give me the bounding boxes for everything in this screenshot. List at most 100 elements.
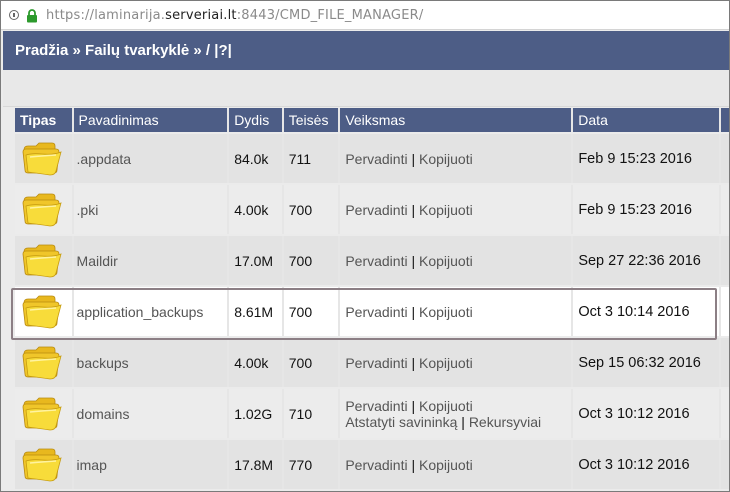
toolbar-area (3, 70, 729, 107)
folder-icon[interactable] (22, 446, 62, 484)
file-size: 4.00k (229, 185, 282, 234)
actions-line: Atstatyti savininką | Rekursyviai (345, 414, 541, 430)
url-suffix: :8443/CMD_FILE_MANAGER/ (236, 7, 424, 23)
breadcrumb-bar: Pradžia » Failų tvarkyklė » / |?| (3, 31, 729, 70)
file-permissions[interactable]: 700 (283, 236, 339, 285)
file-name-link[interactable]: application_backups (73, 287, 228, 336)
copy-link[interactable]: Kopijuoti (419, 201, 473, 218)
url-prefix: https://laminarija. (46, 7, 166, 23)
rename-link[interactable]: Pervadinti (345, 150, 408, 167)
folder-icon[interactable] (22, 140, 62, 178)
file-permissions[interactable]: 700 (283, 185, 339, 234)
copy-link[interactable]: Kopijuoti (419, 150, 473, 167)
action-separator: | (411, 456, 416, 473)
action-separator: | (411, 201, 416, 218)
action-separator: | (411, 397, 416, 414)
breadcrumb[interactable]: Pradžia » Failų tvarkyklė » / |?| (15, 42, 232, 59)
rename-link[interactable]: Pervadinti (345, 201, 408, 218)
file-date: Oct 3 10:12 2016 (573, 440, 720, 489)
actions-cell: Pervadinti | Kopijuoti (340, 338, 572, 387)
copy-link[interactable]: Kopijuoti (419, 354, 473, 371)
file-size: 17.0M (229, 236, 282, 285)
table-row[interactable]: .appdata 84.0k 711 Pervadinti | Kopijuoti Fe… (15, 134, 729, 183)
column-header-size[interactable]: Dydis (229, 108, 282, 132)
column-header-type[interactable]: Tipas (15, 108, 72, 132)
rename-link[interactable]: Pervadinti (345, 354, 408, 371)
file-date: Oct 3 10:14 2016 (573, 287, 720, 336)
actions-line: Pervadinti | Kopijuoti (345, 151, 472, 167)
actions-cell: Pervadinti | Kopijuoti (340, 287, 572, 336)
table-row[interactable]: imap 17.8M 770 Pervadinti | Kopijuoti Oct 3 … (15, 440, 729, 489)
folder-icon-cell[interactable] (15, 287, 72, 336)
file-date: Oct 3 10:12 2016 (573, 389, 720, 438)
actions-cell: Pervadinti | Kopijuoti Atstatyti savinink… (340, 389, 572, 438)
folder-icon[interactable] (22, 395, 62, 433)
table-row[interactable]: Maildir 17.0M 700 Pervadinti | Kopijuoti Sep… (15, 236, 729, 285)
file-date: Feb 9 15:23 2016 (573, 134, 720, 183)
folder-icon[interactable] (22, 242, 62, 280)
folder-icon-cell[interactable] (15, 134, 72, 183)
table-row[interactable]: domains 1.02G 710 Pervadinti | Kopijuoti Ats… (15, 389, 729, 438)
column-header-name[interactable]: Pavadinimas (73, 108, 228, 132)
copy-link[interactable]: Kopijuoti (419, 252, 473, 269)
lock-icon[interactable] (26, 8, 38, 23)
file-name-link[interactable]: backups (73, 338, 228, 387)
info-icon[interactable] (9, 10, 19, 20)
file-table: Tipas Pavadinimas Dydis Teisės Veiksmas … (15, 108, 729, 489)
folder-icon-cell[interactable] (15, 185, 72, 234)
file-name-link[interactable]: .pki (73, 185, 228, 234)
column-header-permissions[interactable]: Teisės (283, 108, 339, 132)
copy-link[interactable]: Kopijuoti (419, 456, 473, 473)
column-header-end (721, 108, 729, 132)
address-bar[interactable]: https://laminarija.serveriai.lt:8443/CMD… (1, 1, 729, 30)
rename-link[interactable]: Pervadinti (345, 303, 408, 320)
file-size: 17.8M (229, 440, 282, 489)
file-name-link[interactable]: Maildir (73, 236, 228, 285)
table-row[interactable]: .pki 4.00k 700 Pervadinti | Kopijuoti Feb 9 … (15, 185, 729, 234)
rename-link[interactable]: Pervadinti (345, 397, 408, 414)
rename-link[interactable]: Pervadinti (345, 456, 408, 473)
copy-link[interactable]: Kopijuoti (419, 397, 473, 414)
action-separator: | (411, 303, 416, 320)
row-end-cell (721, 440, 729, 489)
file-size: 1.02G (229, 389, 282, 438)
folder-icon-cell[interactable] (15, 389, 72, 438)
folder-icon[interactable] (22, 344, 62, 382)
file-name-link[interactable]: domains (73, 389, 228, 438)
actions-line: Pervadinti | Kopijuoti (345, 398, 472, 414)
table-row[interactable]: backups 4.00k 700 Pervadinti | Kopijuoti Sep… (15, 338, 729, 387)
file-permissions[interactable]: 770 (283, 440, 339, 489)
file-name-link[interactable]: imap (73, 440, 228, 489)
url-text[interactable]: https://laminarija.serveriai.lt:8443/CMD… (46, 8, 423, 23)
folder-icon-cell[interactable] (15, 440, 72, 489)
reset-owner-link[interactable]: Atstatyti savininką (345, 413, 458, 430)
rename-link[interactable]: Pervadinti (345, 252, 408, 269)
folder-icon-cell[interactable] (15, 236, 72, 285)
row-end-cell (721, 338, 729, 387)
file-permissions[interactable]: 711 (283, 134, 339, 183)
file-date: Sep 27 22:36 2016 (573, 236, 720, 285)
table-row[interactable]: application_backups 8.61M 700 Pervadinti | … (15, 287, 729, 336)
action-separator: | (461, 413, 465, 430)
row-end-cell (721, 236, 729, 285)
folder-icon[interactable] (22, 293, 62, 331)
file-permissions[interactable]: 700 (283, 338, 339, 387)
recursive-link[interactable]: Rekursyviai (468, 413, 542, 430)
action-separator: | (411, 252, 416, 269)
column-header-date[interactable]: Data (573, 108, 720, 132)
row-end-cell (721, 134, 729, 183)
file-permissions[interactable]: 710 (283, 389, 339, 438)
file-name-link[interactable]: .appdata (73, 134, 228, 183)
copy-link[interactable]: Kopijuoti (419, 303, 473, 320)
file-date: Feb 9 15:23 2016 (573, 185, 720, 234)
folder-icon[interactable] (22, 191, 62, 229)
actions-cell: Pervadinti | Kopijuoti (340, 134, 572, 183)
actions-cell: Pervadinti | Kopijuoti (340, 236, 572, 285)
url-domain: serveriai.lt (165, 7, 237, 23)
row-end-cell (721, 287, 729, 336)
folder-icon-cell[interactable] (15, 338, 72, 387)
file-size: 4.00k (229, 338, 282, 387)
file-permissions[interactable]: 700 (283, 287, 339, 336)
actions-line: Pervadinti | Kopijuoti (345, 355, 472, 371)
